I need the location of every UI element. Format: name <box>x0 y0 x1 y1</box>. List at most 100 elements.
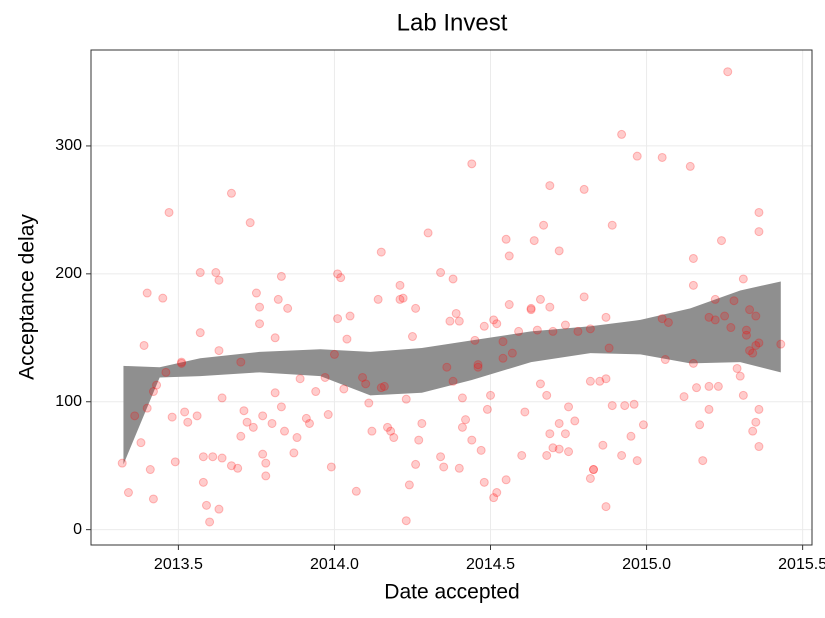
point <box>276 271 286 281</box>
point <box>295 374 305 384</box>
point <box>470 335 480 345</box>
chart-title: Lab Invest <box>397 9 508 36</box>
point <box>251 288 261 298</box>
point <box>242 417 252 427</box>
point <box>236 357 246 367</box>
point <box>498 337 508 347</box>
x-tick-label: 2015.0 <box>622 556 671 573</box>
point <box>498 353 508 363</box>
point <box>457 422 467 432</box>
point <box>339 384 349 394</box>
point <box>442 362 452 372</box>
point <box>136 438 146 448</box>
point <box>607 220 617 230</box>
point <box>617 450 627 460</box>
point <box>564 402 574 412</box>
point <box>545 429 555 439</box>
point <box>195 268 205 278</box>
point <box>520 407 530 417</box>
point <box>545 302 555 312</box>
point <box>554 444 564 454</box>
point <box>401 516 411 526</box>
point <box>585 324 595 334</box>
point <box>745 346 755 356</box>
point <box>161 367 171 377</box>
point <box>217 453 227 463</box>
point <box>417 418 427 428</box>
point <box>632 456 642 466</box>
point <box>376 247 386 257</box>
point <box>276 402 286 412</box>
point <box>629 399 639 409</box>
point <box>548 443 558 453</box>
point <box>542 390 552 400</box>
point <box>548 326 558 336</box>
point <box>148 494 158 504</box>
point <box>692 383 702 393</box>
point <box>214 275 224 285</box>
point <box>492 319 502 329</box>
point <box>333 269 343 279</box>
point <box>139 340 149 350</box>
point <box>177 357 187 367</box>
point <box>423 228 433 238</box>
point <box>436 268 446 278</box>
point <box>255 302 265 312</box>
point <box>473 360 483 370</box>
point <box>754 227 764 237</box>
x-tick-label: 2014.5 <box>466 556 515 573</box>
point <box>401 394 411 404</box>
y-tick-label: 200 <box>55 265 82 282</box>
point <box>301 413 311 423</box>
point <box>364 398 374 408</box>
point <box>280 426 290 436</box>
confidence-band <box>123 281 781 465</box>
point <box>704 381 714 391</box>
point <box>573 326 583 336</box>
point <box>451 308 461 318</box>
point <box>195 328 205 338</box>
point <box>445 316 455 326</box>
point <box>504 251 514 261</box>
point <box>754 207 764 217</box>
point <box>738 390 748 400</box>
point <box>535 294 545 304</box>
point <box>501 234 511 244</box>
point <box>292 433 302 443</box>
point <box>486 390 496 400</box>
point <box>539 220 549 230</box>
point <box>398 293 408 303</box>
point <box>214 504 224 514</box>
point <box>570 416 580 426</box>
y-tick-label: 0 <box>73 521 82 538</box>
point <box>261 471 271 481</box>
point <box>607 401 617 411</box>
point <box>283 303 293 313</box>
point <box>579 184 589 194</box>
point <box>436 452 446 462</box>
point <box>776 339 786 349</box>
point <box>164 207 174 217</box>
point <box>261 458 271 468</box>
point <box>710 294 720 304</box>
point <box>467 159 477 169</box>
point <box>158 293 168 303</box>
point <box>123 488 133 498</box>
point <box>504 300 514 310</box>
point <box>660 355 670 365</box>
point <box>720 311 730 321</box>
point <box>595 376 605 386</box>
point <box>748 426 758 436</box>
point <box>564 447 574 457</box>
point <box>754 404 764 414</box>
point <box>589 465 599 475</box>
point <box>716 236 726 246</box>
point <box>311 387 321 397</box>
point <box>142 288 152 298</box>
point <box>457 393 467 403</box>
plot-border <box>90 49 813 546</box>
point <box>117 458 127 468</box>
point <box>379 381 389 391</box>
point <box>183 417 193 427</box>
